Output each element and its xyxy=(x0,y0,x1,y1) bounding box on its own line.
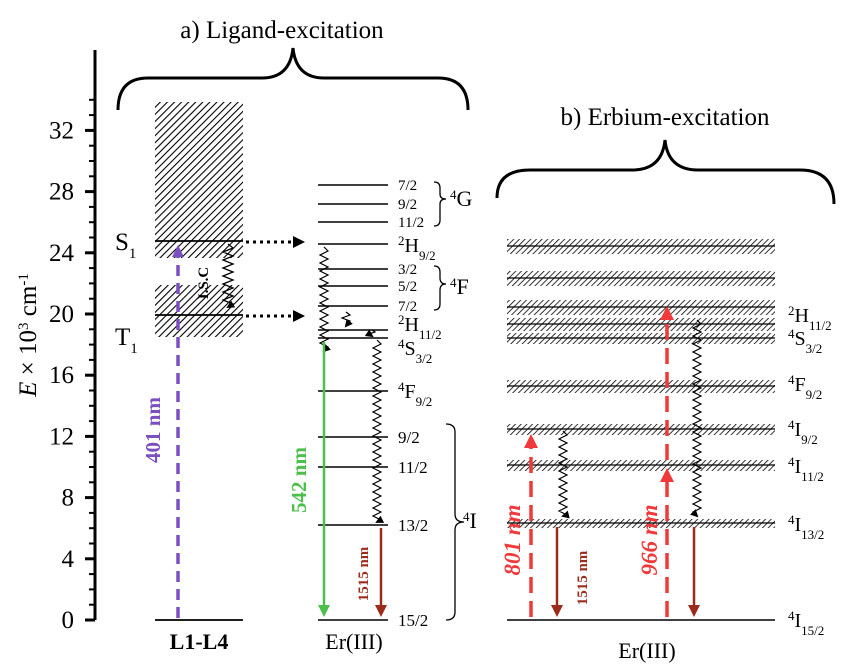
ligand-excitation-label: 401 nm xyxy=(141,397,165,463)
i-bracket xyxy=(445,423,465,621)
i112-label: 11/2 xyxy=(398,458,428,477)
f32-label: 3/2 xyxy=(398,262,417,278)
y-axis-label: E × 103 cm-1 xyxy=(15,273,42,398)
ligand-name: L1-L4 xyxy=(170,629,229,654)
y-tick-label: 0 xyxy=(62,607,75,634)
f92-label: 4F9/2 xyxy=(398,379,432,409)
h112-label: 2H11/2 xyxy=(398,312,442,342)
g92-label: 9/2 xyxy=(398,197,417,213)
y-tick-label: 16 xyxy=(49,362,74,389)
panel-a-title: a) Ligand-excitation xyxy=(180,17,384,44)
f72-label: 7/2 xyxy=(398,299,417,315)
s1-label: S1 xyxy=(115,229,136,262)
isc-wavy-arrow xyxy=(221,243,236,309)
g-bracket xyxy=(433,181,447,227)
y-axis: 0 4 8 12 16 20 24 28 32 E × 103 cm-1 xyxy=(15,50,97,634)
panel-a-brace xyxy=(116,47,470,111)
relax-arrow-2 xyxy=(340,311,353,328)
er-b-i112-label: 4I11/2 xyxy=(788,454,824,484)
relax-arrow-1 xyxy=(318,246,332,353)
y-tick-label: 4 xyxy=(62,546,75,573)
exc-801-label: 801 nm xyxy=(500,505,525,576)
green-emission-label: 542 nm xyxy=(287,447,311,513)
er-b-i152-label: 4I15/2 xyxy=(788,608,824,638)
er-b-h112-label: 2H11/2 xyxy=(788,303,832,333)
er-b-relax-arrow-1 xyxy=(557,430,570,519)
panel-b-title: b) Erbium-excitation xyxy=(561,104,770,131)
g112-label: 11/2 xyxy=(398,215,424,231)
er-b-i92-label: 4I9/2 xyxy=(788,417,818,447)
i92-label: 9/2 xyxy=(398,428,420,447)
f52-label: 5/2 xyxy=(398,279,417,295)
er-b-i132-label: 4I13/2 xyxy=(788,512,824,542)
y-axis-minor-ticks xyxy=(89,98,95,606)
ligand-column: S1 T1 I.S.C 401 nm L1-L4 xyxy=(115,102,305,654)
y-tick-label: 24 xyxy=(49,240,75,267)
er-b-relax-arrow-2 xyxy=(689,319,703,518)
relax-arrow-4 xyxy=(371,339,385,523)
f-bracket xyxy=(433,265,447,311)
y-axis-major-ticks: 0 4 8 12 16 20 24 28 32 xyxy=(49,117,95,634)
y-tick-label: 20 xyxy=(49,301,74,328)
i132-label: 13/2 xyxy=(398,516,428,535)
s1-band xyxy=(155,102,243,258)
y-tick-label: 8 xyxy=(62,485,75,512)
y-tick-label: 32 xyxy=(49,117,74,144)
er-a-name: Er(III) xyxy=(325,629,382,654)
i152-label: 15/2 xyxy=(398,611,428,630)
er-b-s32-label: 4S3/2 xyxy=(788,326,822,356)
t1-label: T1 xyxy=(115,324,138,357)
panel-b-brace xyxy=(495,139,836,205)
g72-label: 7/2 xyxy=(398,178,417,194)
er-b-nir-emission-label: 1515 nm xyxy=(575,550,591,605)
isc-label: I.S.C xyxy=(196,267,212,300)
s32-label: 4S3/2 xyxy=(398,336,432,366)
er-b-f92-label: 4F9/2 xyxy=(788,372,822,402)
er-a-column: 7/2 9/2 11/2 4G 2H9/2 3/2 5/2 7/2 4F 2H1… xyxy=(287,178,477,654)
exc-966-label: 966 nm xyxy=(637,505,662,576)
h92-label: 2H9/2 xyxy=(398,233,436,263)
i-term-label: 4I xyxy=(463,508,477,533)
f-term-label: 4F xyxy=(450,274,469,299)
er-b-column: 2H11/2 4S3/2 4F9/2 4I9/2 4I11/2 4I13/2 4… xyxy=(500,239,832,663)
y-tick-label: 28 xyxy=(49,179,74,206)
y-tick-label: 12 xyxy=(49,423,74,450)
relax-arrow-3 xyxy=(364,329,377,338)
g-term-label: 4G xyxy=(450,186,473,211)
er-b-name: Er(III) xyxy=(618,638,675,663)
er-a-nir-emission-label: 1515 nm xyxy=(356,546,372,601)
